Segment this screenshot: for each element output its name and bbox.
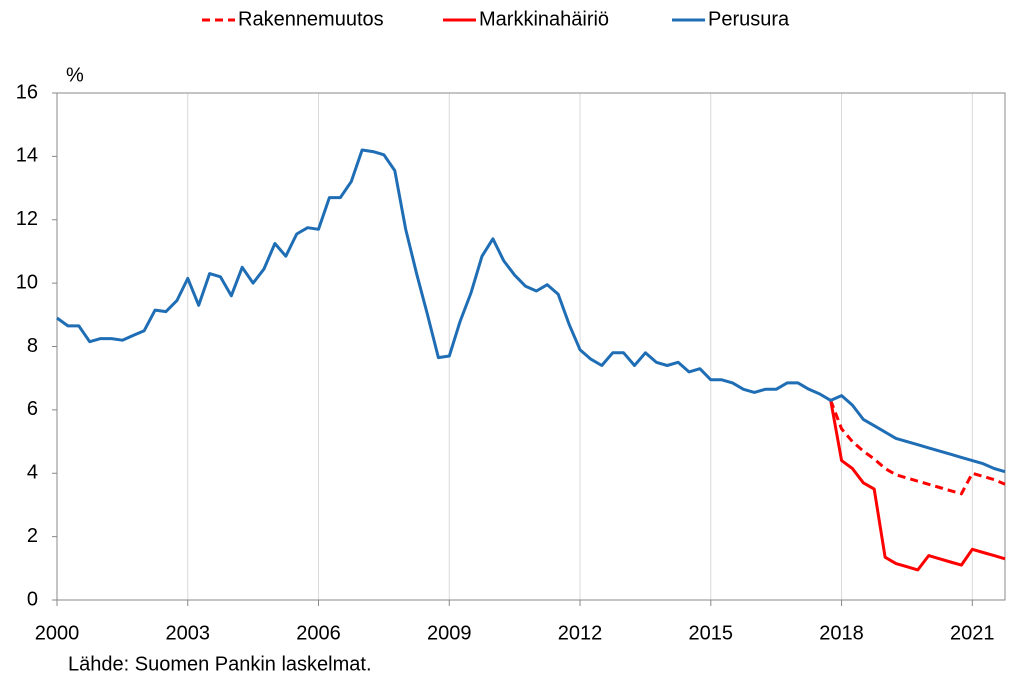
y-tick-label: 2 <box>27 525 38 547</box>
x-tick-label: 2021 <box>950 622 995 644</box>
legend-label: Perusura <box>708 8 790 30</box>
y-tick-label: 4 <box>27 462 38 484</box>
y-tick-label: 14 <box>16 145 38 167</box>
x-tick-label: 2012 <box>558 622 603 644</box>
x-tick-label: 2006 <box>296 622 341 644</box>
y-tick-label: 0 <box>27 588 38 610</box>
legend-label: Markkinahäiriö <box>479 8 609 30</box>
series-line <box>829 400 1006 572</box>
source: Lähde: Suomen Pankin laskelmat. <box>68 653 372 675</box>
unit-label: % <box>66 64 84 86</box>
x-tick-label: 2009 <box>427 622 472 644</box>
plot-frame <box>56 92 1006 601</box>
x-tick-label: 2015 <box>689 622 734 644</box>
x-tick-label: 2003 <box>166 622 211 644</box>
y-tick-label: 16 <box>16 81 38 103</box>
x-tick-label: 2000 <box>35 622 80 644</box>
series-line <box>56 148 1006 474</box>
y-tick-label: 6 <box>27 398 38 420</box>
x-tick-label: 2018 <box>819 622 864 644</box>
y-tick-label: 10 <box>16 271 38 293</box>
series-line <box>829 399 1006 496</box>
y-tick-label: 12 <box>16 208 38 230</box>
legend-label: Rakennemuutos <box>238 8 384 30</box>
y-tick-label: 8 <box>27 335 38 357</box>
